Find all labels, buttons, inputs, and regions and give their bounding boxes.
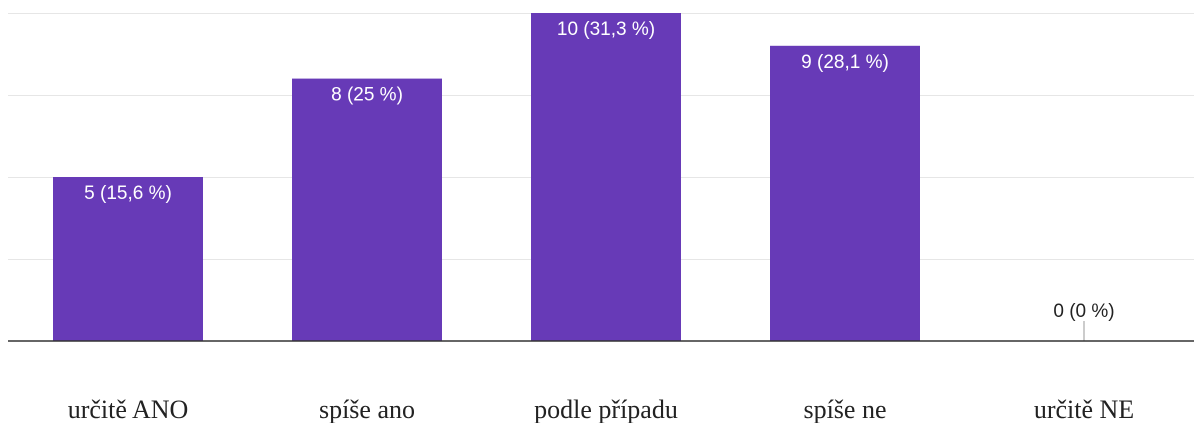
data-label: 10 (31,3 %): [557, 19, 655, 40]
bar: [770, 45, 920, 342]
bar: [53, 177, 203, 341]
data-label: 9 (28,1 %): [801, 52, 889, 73]
x-axis-labels: určitě ANO spíše ano podle případu spíše ne…: [68, 395, 1134, 423]
data-labels: 5 (15,6 %) 8 (25 %) 10 (31,3 %) 9 (28,1 %) 0…: [84, 19, 1115, 341]
x-tick-label: spíše ano: [319, 395, 415, 423]
data-label: 8 (25 %): [331, 85, 403, 106]
x-tick-label: určitě ANO: [68, 395, 189, 423]
bars: [53, 13, 920, 342]
bar: [292, 78, 442, 341]
data-label: 5 (15,6 %): [84, 183, 172, 204]
x-tick-label: určitě NE: [1034, 395, 1134, 423]
x-tick-label: podle případu: [534, 395, 678, 423]
x-tick-label: spíše ne: [803, 395, 886, 423]
bar: [531, 13, 681, 341]
data-label: 0 (0 %): [1053, 301, 1114, 322]
